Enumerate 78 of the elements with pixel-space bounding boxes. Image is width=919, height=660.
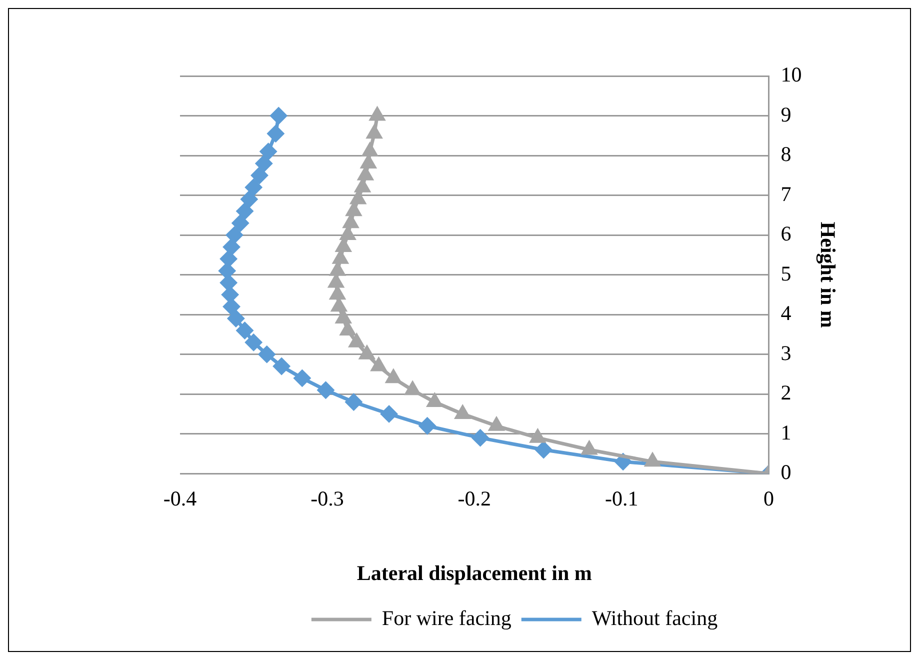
point [427, 394, 442, 408]
point [419, 418, 436, 434]
point [366, 125, 382, 139]
point [582, 441, 597, 455]
point [345, 394, 362, 410]
point [236, 202, 254, 220]
point [336, 238, 351, 252]
point [361, 155, 376, 168]
point [386, 370, 401, 384]
x-tick-label: -0.1 [604, 486, 638, 511]
point [535, 441, 552, 458]
point [472, 430, 489, 446]
point [270, 108, 287, 124]
point [645, 453, 660, 467]
point [223, 238, 240, 256]
point [294, 370, 310, 386]
y-tick-label: 10 [780, 62, 802, 87]
point [251, 167, 268, 184]
y-tick-label: 1 [780, 420, 792, 444]
x-axis-title: Lateral displacement in m [356, 560, 592, 585]
point [355, 179, 370, 192]
point [267, 125, 284, 142]
point [358, 167, 373, 180]
point [336, 310, 351, 324]
y-tick-label: 6 [780, 222, 792, 246]
point [245, 334, 262, 351]
y-tick-label: 5 [780, 261, 792, 286]
y-tick-label: 4 [780, 301, 792, 326]
point [260, 143, 277, 160]
point [330, 262, 345, 276]
x-tick-label: -0.2 [458, 486, 492, 511]
point [223, 298, 240, 315]
point [258, 346, 276, 363]
y-tick-label: 2 [780, 380, 792, 405]
y-tick-label: 7 [780, 182, 792, 206]
x-tick-label: -0.3 [310, 486, 344, 511]
point [340, 322, 356, 336]
point [330, 286, 345, 300]
point [350, 191, 366, 204]
legend-label: Without facing [592, 606, 718, 630]
y-tick-label: 0 [780, 460, 792, 484]
point [222, 286, 238, 303]
point [346, 202, 362, 216]
y-tick-label: 3 [780, 340, 792, 365]
point [349, 334, 364, 348]
point [455, 406, 470, 419]
point [256, 155, 272, 172]
point [362, 143, 378, 157]
point [226, 226, 243, 244]
point [220, 274, 237, 291]
point [273, 358, 290, 374]
y-axis-title: Height in m [816, 222, 840, 328]
point [380, 406, 398, 422]
point [232, 214, 249, 232]
point [328, 274, 344, 288]
point [333, 250, 348, 264]
point [245, 179, 262, 196]
point [220, 250, 237, 268]
y-tick-label: 8 [780, 142, 792, 166]
point [489, 418, 504, 431]
point [530, 430, 546, 443]
point [405, 382, 420, 396]
point [614, 453, 632, 470]
point [317, 382, 334, 398]
x-tick-label: 0 [764, 486, 774, 511]
x-tick-label: -0.4 [163, 486, 198, 511]
legend-label: For wire facing [382, 606, 512, 630]
point [370, 108, 385, 121]
point [332, 298, 346, 312]
point [340, 226, 356, 240]
point [343, 214, 358, 228]
point [240, 191, 258, 208]
point [228, 310, 244, 327]
point [236, 322, 254, 339]
point [371, 358, 386, 372]
point [218, 262, 236, 280]
y-tick-label: 9 [780, 102, 792, 126]
point [360, 346, 374, 360]
